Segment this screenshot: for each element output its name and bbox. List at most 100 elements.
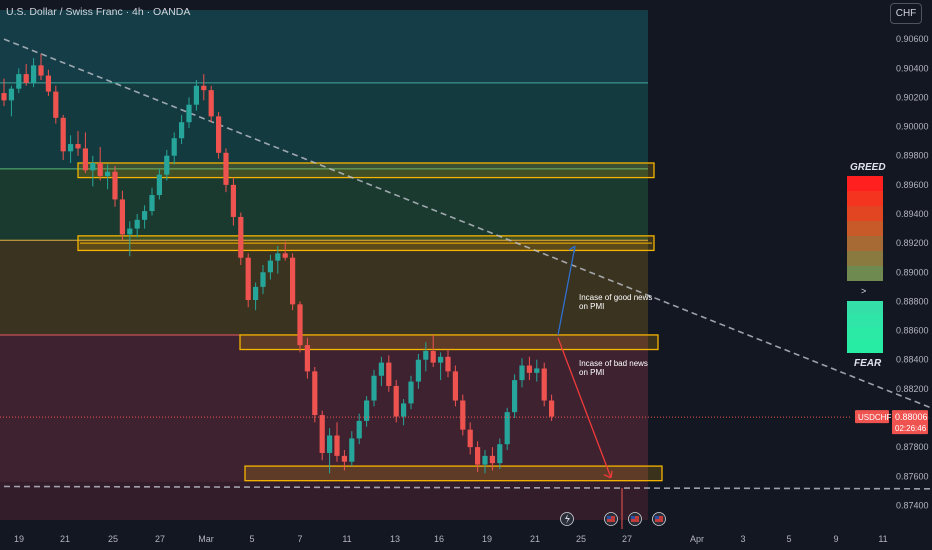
background-band (0, 334, 648, 483)
time-tick: Mar (198, 534, 214, 544)
candle-body (193, 85, 199, 105)
candle (97, 146, 103, 181)
candle-body (393, 385, 399, 417)
time-tick: 25 (108, 534, 118, 544)
candle (489, 447, 495, 471)
price-tick: 0.88800 (896, 296, 929, 306)
candle-body (519, 365, 525, 381)
time-tick: 16 (434, 534, 444, 544)
candle-body (304, 345, 310, 372)
time-tick: Apr (690, 534, 704, 544)
price-tick: 0.90600 (896, 34, 929, 44)
candle-body (82, 148, 88, 171)
bad-news-arrow (557, 337, 612, 478)
candle-body (119, 199, 125, 235)
candle (1, 78, 7, 107)
candle (53, 85, 59, 124)
currency-button[interactable]: CHF (890, 3, 922, 24)
candle-body (8, 88, 14, 101)
candle (319, 410, 325, 461)
candle (415, 353, 421, 389)
candle (16, 68, 22, 94)
candle-body (201, 85, 207, 91)
candle-body (38, 65, 44, 76)
candle (186, 97, 192, 129)
candle (475, 441, 481, 472)
candle (60, 114, 66, 161)
candle (364, 396, 370, 427)
price-tick: 0.87600 (896, 471, 929, 481)
support-resistance-zone[interactable] (77, 162, 655, 179)
candle (253, 282, 259, 311)
symbol-price-label-bg (855, 410, 889, 424)
lightning-icon[interactable] (560, 512, 574, 526)
candle-body (401, 403, 407, 417)
bad-news-arrowhead (603, 470, 613, 479)
time-tick: 11 (878, 534, 887, 544)
price-tick: 0.89000 (896, 267, 929, 277)
candle-body (371, 375, 377, 401)
candle (297, 301, 303, 353)
candle (341, 450, 347, 471)
support-resistance-zone[interactable] (244, 465, 663, 482)
us-flag-icon[interactable] (652, 512, 666, 526)
candle (105, 164, 111, 190)
candle-body (16, 74, 22, 89)
us-flag-icon[interactable] (604, 512, 618, 526)
candle (164, 149, 170, 181)
background-band (0, 82, 648, 169)
flag-canton (607, 516, 611, 519)
candle-body (223, 152, 229, 185)
candle-body (179, 122, 185, 139)
candle-body (334, 435, 340, 456)
candle-countdown: 02:26:46 (895, 424, 927, 433)
candle-body (467, 429, 473, 448)
fear-segment (847, 327, 883, 340)
greed-segment (847, 266, 883, 281)
candle (423, 342, 429, 372)
greed-segment (847, 221, 883, 236)
support-resistance-zone[interactable] (239, 334, 659, 351)
candle (327, 428, 333, 474)
background-band (0, 240, 648, 335)
time-tick: 19 (482, 534, 492, 544)
candle (68, 135, 74, 163)
trendline[interactable] (3, 485, 932, 490)
annotation-text: Incase of bad news on PMI (579, 359, 648, 377)
candle (245, 253, 251, 308)
candle-body (1, 93, 7, 101)
candle-body (149, 195, 155, 212)
greed-segment (847, 236, 883, 251)
candle (45, 69, 51, 96)
candle (230, 177, 236, 226)
candle-body (415, 359, 421, 382)
candle-body (127, 228, 133, 235)
candle (134, 214, 140, 238)
time-tick: 5 (786, 534, 791, 544)
greed-segment (847, 251, 883, 266)
candle (208, 85, 214, 123)
candle (193, 79, 199, 111)
trendline[interactable] (3, 38, 932, 489)
time-axis[interactable]: 19 21 25 27 Mar 5 7 11 13 16 19 21 25 27 Apr 3 5 9 11 (14, 534, 888, 544)
candle-body (216, 116, 222, 153)
candle-body (142, 211, 148, 220)
candle (304, 337, 310, 379)
candle-body (290, 257, 296, 305)
candle (445, 349, 451, 378)
time-tick: 7 (297, 534, 302, 544)
candle-body (75, 144, 81, 149)
candle (216, 112, 222, 159)
lightning-glyph (565, 514, 570, 524)
candle-body (312, 371, 318, 416)
candle-body (260, 272, 266, 287)
time-tick: 27 (622, 534, 632, 544)
candle-body (356, 420, 362, 439)
us-flag-icon[interactable] (628, 512, 642, 526)
candle (371, 369, 377, 407)
candle-body (504, 412, 510, 445)
time-tick: 19 (14, 534, 24, 544)
candle (142, 205, 148, 229)
time-axis-background (0, 529, 932, 550)
